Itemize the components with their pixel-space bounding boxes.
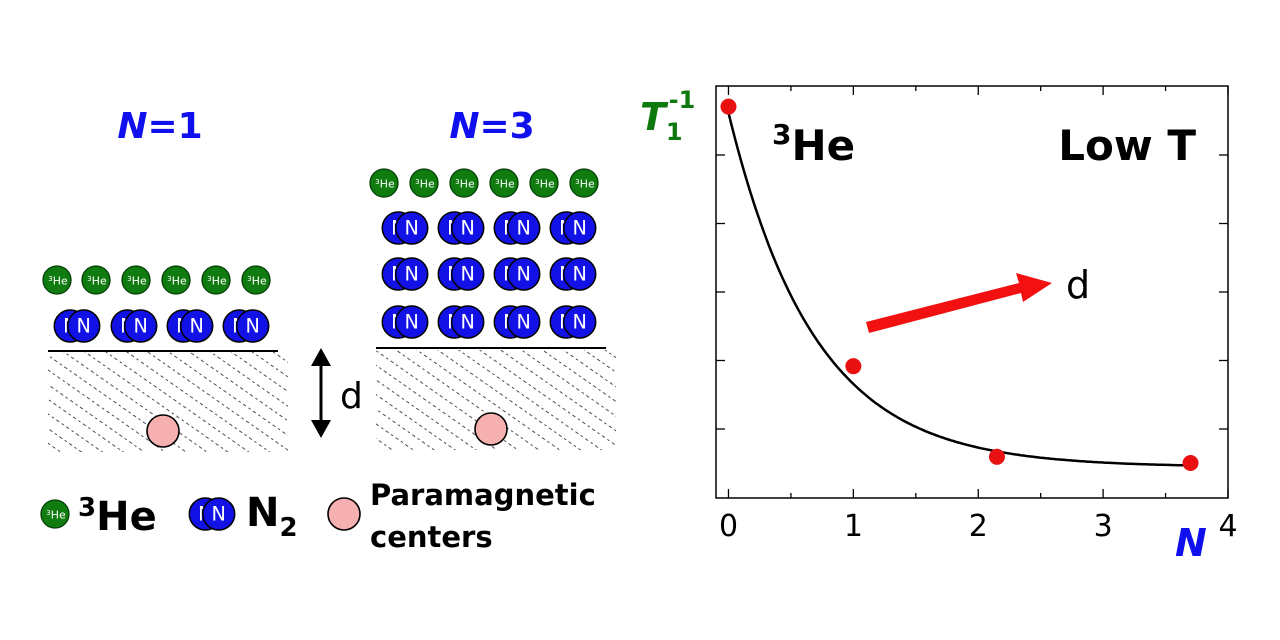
n2-molecule: NN bbox=[549, 305, 597, 339]
he-atom: 3He bbox=[409, 168, 439, 198]
data-point bbox=[845, 358, 862, 375]
he-atom-label: 3He bbox=[167, 274, 187, 287]
he-atom-label: 3He bbox=[575, 177, 595, 190]
n2-molecule: NN bbox=[166, 309, 214, 343]
legend-paramagnetic-line1: Paramagnetic bbox=[370, 478, 596, 512]
distance-label: d bbox=[340, 376, 363, 417]
he-atom: 3He bbox=[241, 265, 271, 295]
plot-ticks bbox=[716, 86, 1229, 498]
paramagnetic-center-n3 bbox=[474, 412, 508, 446]
n-atom-label: N bbox=[573, 263, 587, 286]
n2-molecule: NN bbox=[110, 309, 158, 343]
legend-n2-label: N2 bbox=[246, 490, 298, 543]
legend-he-icon: 3He bbox=[40, 499, 70, 529]
he-atom-label: 3He bbox=[87, 274, 107, 287]
n-atom-label: N bbox=[573, 217, 587, 240]
x-tick-label: 1 bbox=[844, 509, 863, 544]
he-atom-label: 3He bbox=[207, 274, 227, 287]
data-point bbox=[1182, 454, 1199, 471]
n2-molecule: NN bbox=[188, 497, 236, 531]
n2-molecule: NN bbox=[549, 211, 597, 245]
n-atom-label: N bbox=[573, 311, 587, 334]
he-atom: 3He bbox=[42, 265, 72, 295]
n2-molecule: NN bbox=[437, 257, 485, 291]
n2-molecule: NN bbox=[53, 309, 101, 343]
legend-he-label: 3He bbox=[78, 493, 157, 540]
n-atom-label: N bbox=[461, 311, 475, 334]
data-point bbox=[988, 448, 1005, 465]
he-atom: 3He bbox=[569, 168, 599, 198]
legend-n2-icon: NN bbox=[188, 497, 236, 531]
he-atom-label: 3He bbox=[46, 508, 66, 521]
n-atom-label: N bbox=[517, 311, 531, 334]
y-axis-label: T1-1 bbox=[640, 86, 695, 146]
panel3-title: N=3 bbox=[449, 106, 534, 147]
n2-molecule: NN bbox=[437, 305, 485, 339]
he3-plot-label: 3He bbox=[772, 118, 855, 170]
panel1-title: N=1 bbox=[117, 106, 202, 147]
n-atom-label: N bbox=[134, 315, 148, 338]
x-tick-label: 2 bbox=[969, 509, 988, 544]
n2-molecule: NN bbox=[222, 309, 270, 343]
n-atom-label: N bbox=[517, 263, 531, 286]
n-atom-label: N bbox=[77, 315, 91, 338]
n2-molecule: NN bbox=[549, 257, 597, 291]
he-atom-label: 3He bbox=[247, 274, 267, 287]
n-atom-label: N bbox=[405, 217, 419, 240]
he-atom-label: 3He bbox=[495, 177, 515, 190]
he-atom: 3He bbox=[81, 265, 111, 295]
n-atom-label: N bbox=[405, 263, 419, 286]
he-atom: 3He bbox=[201, 265, 231, 295]
n2-molecule: NN bbox=[493, 257, 541, 291]
n-atom-label: N bbox=[517, 217, 531, 240]
he-atom: 3He bbox=[161, 265, 191, 295]
n2-molecule: NN bbox=[493, 211, 541, 245]
panel-n3: 3He3He3He3He3He3HeNNNNNNNNNNNNNNNNNNNNNN… bbox=[369, 168, 599, 339]
data-points bbox=[720, 98, 1199, 471]
x-axis-label: N bbox=[1175, 521, 1207, 565]
he-atom: 3He bbox=[121, 265, 151, 295]
he-atom: 3He bbox=[529, 168, 559, 198]
distance-arrow bbox=[311, 348, 331, 438]
paramagnetic-center-n1 bbox=[146, 414, 180, 448]
plot-area: 0 1 2 3 4 d 3He Low T T1-1 N bbox=[640, 85, 1238, 565]
n-atom-label: N bbox=[246, 315, 260, 338]
he-atom: 3He bbox=[449, 168, 479, 198]
data-point bbox=[720, 98, 737, 115]
he-atom-label: 3He bbox=[415, 177, 435, 190]
he-atom-label: 3He bbox=[127, 274, 147, 287]
trend-arrow bbox=[866, 273, 1052, 333]
x-tick-labels: 0 1 2 3 4 bbox=[719, 509, 1238, 544]
he-atom-label: 3He bbox=[48, 274, 68, 287]
n2-molecule: NN bbox=[493, 305, 541, 339]
n2-molecule: NN bbox=[437, 211, 485, 245]
n2-molecule: NN bbox=[381, 211, 429, 245]
legend-paramagnetic-line2: centers bbox=[370, 520, 493, 554]
he-atom-label: 3He bbox=[535, 177, 555, 190]
fit-curve bbox=[727, 112, 1191, 467]
he-atom-label: 3He bbox=[455, 177, 475, 190]
low-t-label: Low T bbox=[1058, 121, 1196, 170]
he-atom: 3He bbox=[489, 168, 519, 198]
n2-molecule: NN bbox=[381, 257, 429, 291]
n-atom-label: N bbox=[190, 315, 204, 338]
n-atom-label: N bbox=[405, 311, 419, 334]
n-atom-label: N bbox=[212, 503, 226, 526]
n-atom-label: N bbox=[461, 263, 475, 286]
x-tick-label: 4 bbox=[1218, 509, 1237, 544]
n-atom-label: N bbox=[461, 217, 475, 240]
n2-molecule: NN bbox=[381, 305, 429, 339]
legend-paramagnetic-icon bbox=[327, 497, 361, 531]
he-atom-label: 3He bbox=[375, 177, 395, 190]
arrow-label: d bbox=[1066, 263, 1090, 307]
he-atom: 3He bbox=[369, 168, 399, 198]
x-tick-label: 0 bbox=[719, 509, 738, 544]
he-atom: 3He bbox=[40, 499, 70, 529]
x-tick-label: 3 bbox=[1094, 509, 1113, 544]
